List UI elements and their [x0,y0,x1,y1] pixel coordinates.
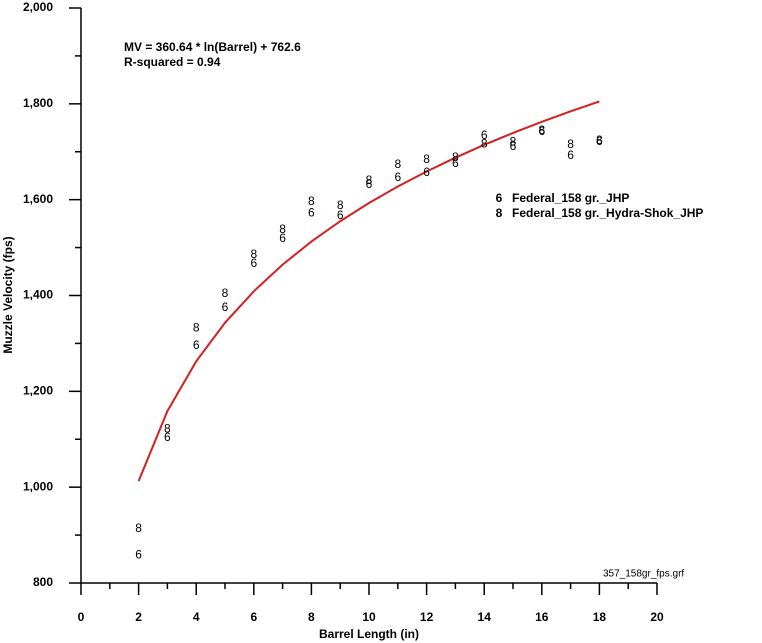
y-tick-label: 800 [33,575,53,589]
x-tick-label: 10 [362,610,376,624]
x-tick-label: 20 [650,610,664,624]
point-marker: 6 [337,208,344,222]
point-marker: 6 [279,231,286,245]
point-marker: 6 [164,430,171,444]
y-tick-label: 2,000 [23,0,53,14]
point-marker: 6 [193,338,200,352]
y-axis-label: Muzzle Velocity (fps) [1,236,15,353]
point-marker: 8 [366,173,373,187]
point-marker: 6 [222,300,229,314]
x-tick-label: 16 [535,610,549,624]
point-marker: 8 [481,136,488,150]
point-marker: 6 [596,134,603,148]
point-marker: 6 [567,148,574,162]
x-tick-label: 2 [135,610,142,624]
point-marker: 6 [135,547,142,561]
point-marker: 6 [423,165,430,179]
r-squared: R-squared = 0.94 [124,55,221,69]
equation: MV = 360.64 * ln(Barrel) + 762.6 [124,40,301,54]
x-tick-label: 0 [78,610,85,624]
point-marker: 6 [538,124,545,138]
point-marker: 8 [250,247,257,261]
y-tick-label: 1,000 [23,479,53,493]
x-tick-label: 8 [308,610,315,624]
x-tick-label: 4 [193,610,200,624]
point-marker: 6 [452,156,459,170]
legend-label: Federal_158 gr._Hydra-Shok_JHP [512,206,703,220]
x-axis-label: Barrel Length (in) [319,627,419,641]
point-marker: 8 [193,320,200,334]
point-marker: 8 [337,198,344,212]
x-tick-label: 6 [250,610,257,624]
point-marker: 8 [394,157,401,171]
legend-marker: 8 [496,206,503,220]
point-marker: 6 [394,170,401,184]
point-marker: 6 [366,177,373,191]
legend-marker: 6 [496,191,503,205]
point-marker: 6 [481,128,488,142]
point-marker: 8 [308,194,315,208]
x-tick-label: 14 [478,610,492,624]
point-marker: 6 [308,205,315,219]
y-tick-label: 1,800 [23,96,53,110]
point-marker: 8 [596,133,603,147]
point-marker: 8 [510,134,517,148]
y-tick-label: 1,600 [23,192,53,206]
x-tick-label: 12 [420,610,434,624]
point-marker: 8 [452,150,459,164]
fit-curve [137,100,600,482]
point-marker: 8 [423,152,430,166]
point-marker: 8 [222,286,229,300]
point-marker: 6 [510,139,517,153]
point-marker: 8 [567,137,574,151]
y-tick-label: 1,400 [23,288,53,302]
y-tick-label: 1,200 [23,384,53,398]
legend-label: Federal_158 gr._JHP [512,191,629,205]
footer: 357_158gr_fps.grf [603,569,684,580]
point-marker: 8 [538,123,545,137]
point-marker: 8 [135,521,142,535]
point-marker: 8 [279,222,286,236]
x-tick-label: 18 [593,610,607,624]
point-marker: 8 [164,421,171,435]
point-marker: 6 [250,256,257,270]
